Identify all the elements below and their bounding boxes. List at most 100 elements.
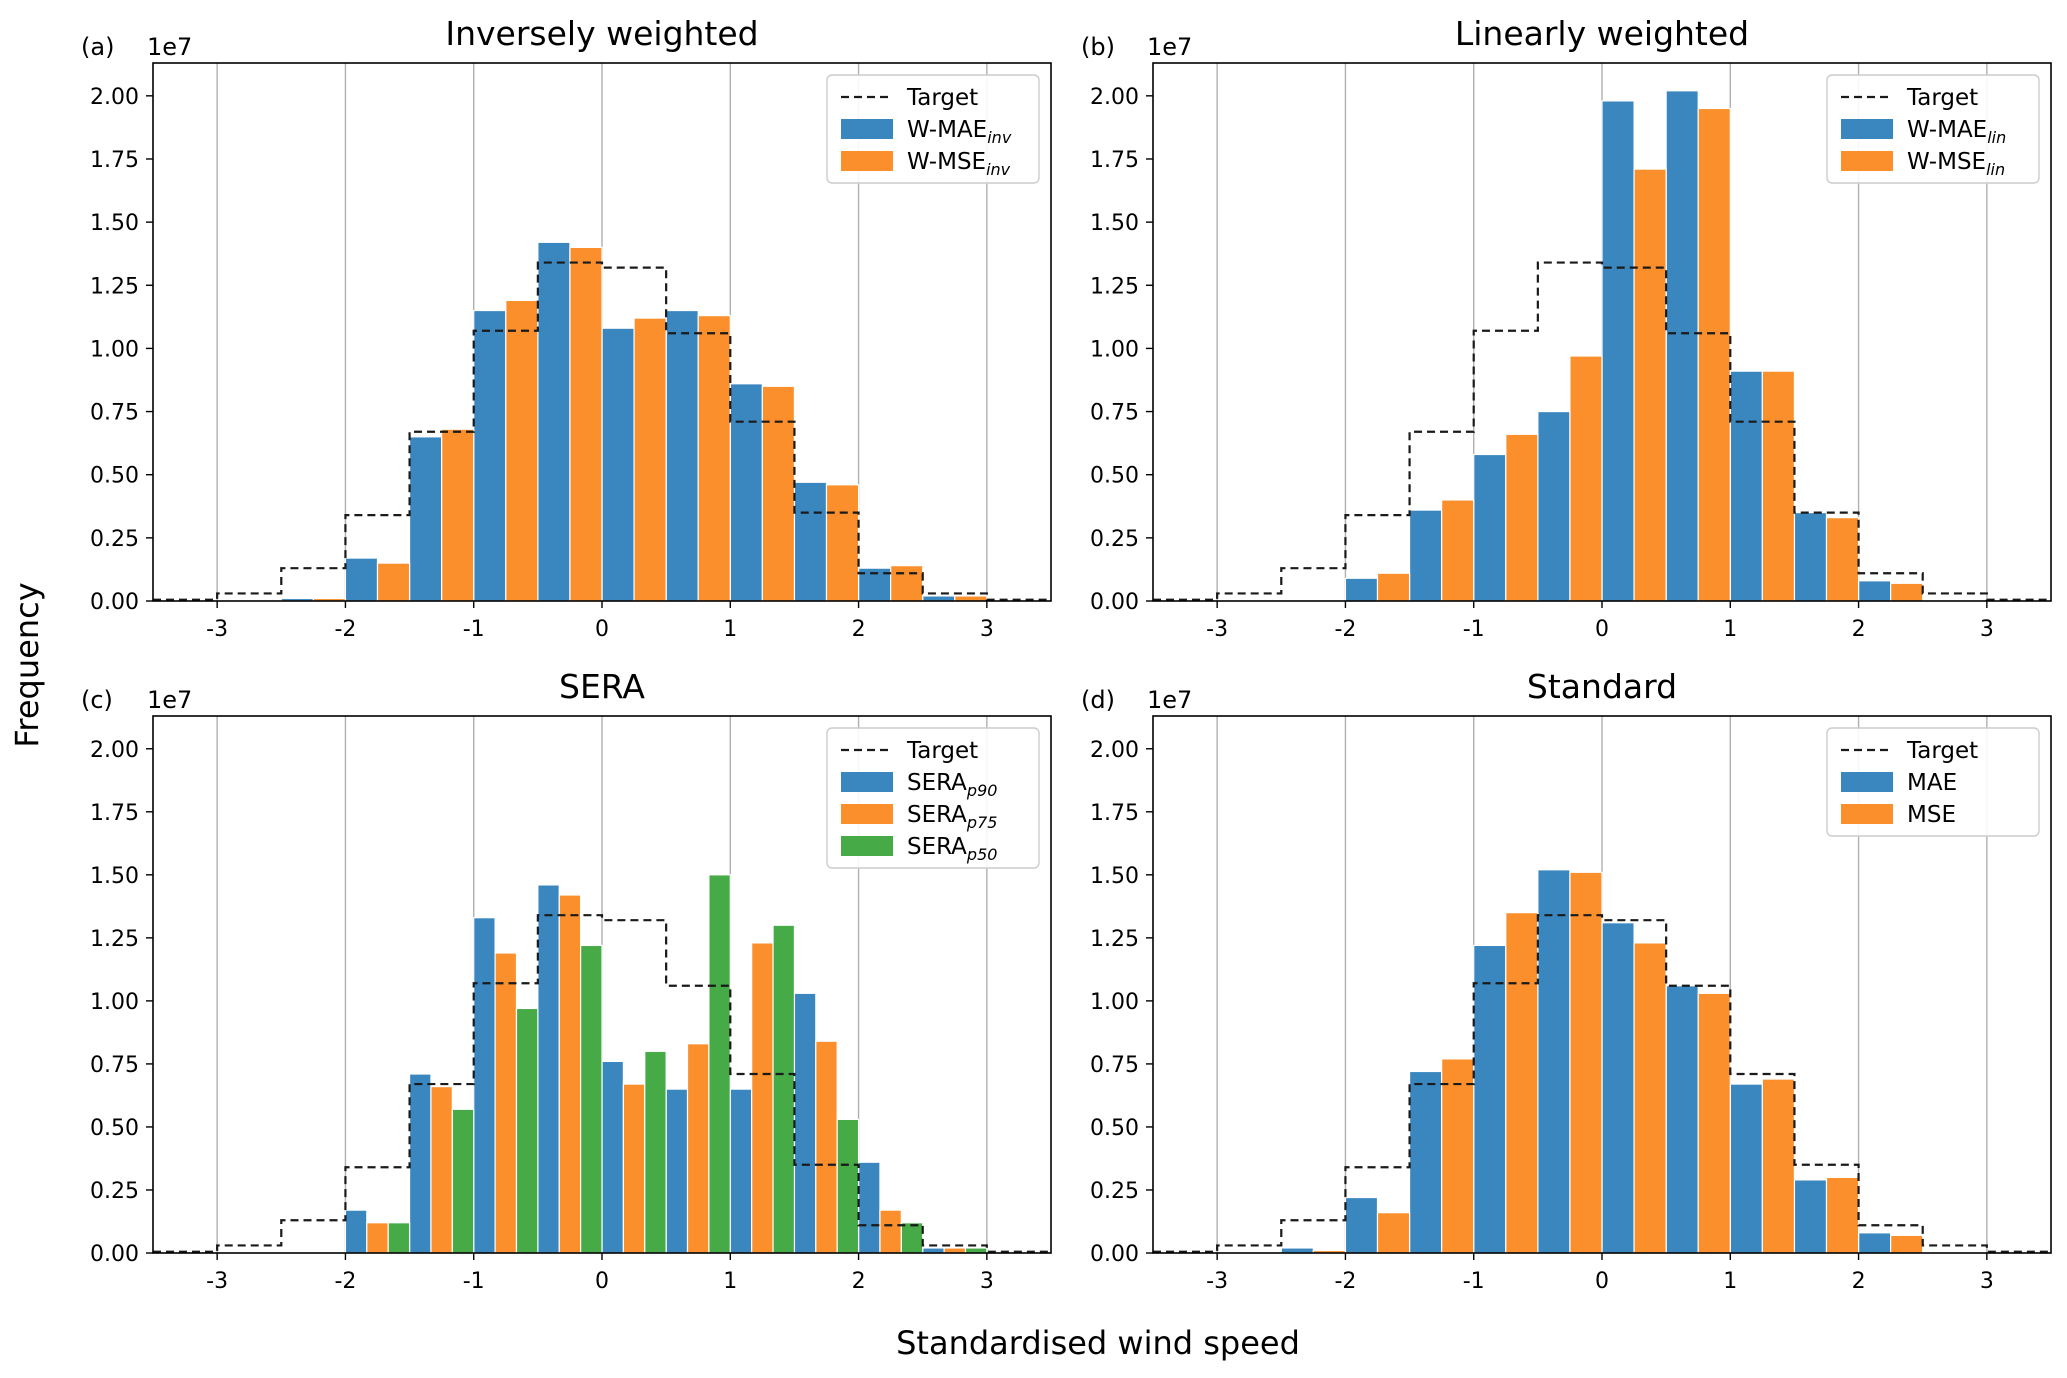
bar-mae-9 bbox=[1729, 1083, 1763, 1254]
bar-mae-4 bbox=[1408, 1070, 1443, 1254]
bar-sera-p90-6 bbox=[537, 884, 560, 1254]
panels: -3 -2 -1 0 1 2 3 0.00 0.25 0.50 0.75 1.00 1.25 1.50 1.… bbox=[81, 14, 2052, 1294]
chart-title: Inversely weighted bbox=[445, 14, 758, 53]
y-tick-label: 0.50 bbox=[1090, 464, 1139, 489]
bar-mae-8 bbox=[1665, 985, 1699, 1254]
x-tick-label: 1 bbox=[723, 617, 737, 642]
bar-w-mae-inv-6 bbox=[537, 241, 571, 602]
y-tick-label: 0.50 bbox=[90, 464, 139, 489]
bar-w-mse-inv-6 bbox=[569, 246, 603, 602]
bar-w-mse-inv-3 bbox=[376, 562, 411, 602]
legend-series-label: MAE bbox=[1907, 770, 1957, 796]
bar-sera-p75-6 bbox=[558, 894, 582, 1254]
bar-mse-11 bbox=[1890, 1234, 1924, 1254]
bar-w-mse-inv-10 bbox=[825, 484, 860, 602]
bar-mae-11 bbox=[1857, 1232, 1892, 1254]
bar-w-mae-inv-10 bbox=[793, 481, 828, 602]
bar-sera-p75-11 bbox=[879, 1209, 902, 1254]
bar-w-mae-lin-4 bbox=[1408, 509, 1443, 602]
figure-ylabel: Frequency bbox=[8, 582, 46, 747]
bar-w-mse-lin-7 bbox=[1633, 168, 1667, 602]
bar-mse-5 bbox=[1505, 912, 1539, 1254]
y-multiplier: 1e7 bbox=[1147, 33, 1192, 61]
target-step-line bbox=[153, 914, 1051, 1253]
legend-swatch-orange bbox=[841, 151, 893, 171]
y-multiplier: 1e7 bbox=[147, 33, 192, 61]
bar-w-mae-inv-3 bbox=[344, 557, 379, 602]
bar-mse-10 bbox=[1825, 1176, 1860, 1254]
bar-sera-p50-5 bbox=[515, 1007, 539, 1254]
panel-label: (b) bbox=[1081, 33, 1115, 61]
legend-swatch-orange bbox=[1841, 804, 1893, 824]
x-tick-label: 3 bbox=[1980, 617, 1994, 642]
y-tick-label: 0.75 bbox=[90, 401, 139, 426]
y-tick-label: 1.00 bbox=[90, 337, 139, 362]
x-tick-label: -1 bbox=[463, 617, 485, 642]
chart-panel-4: -3 -2 -1 0 1 2 3 0.00 0.25 0.50 0.75 1.00 1.25 1.50 1.… bbox=[1081, 667, 2052, 1294]
x-tick-label: -1 bbox=[1463, 617, 1485, 642]
bar-sera-p75-8 bbox=[686, 1043, 710, 1254]
chart-title: SERA bbox=[559, 667, 645, 706]
bar-sera-p90-11 bbox=[857, 1161, 881, 1254]
bar-sera-p50-6 bbox=[580, 944, 603, 1254]
x-tick-label: -3 bbox=[1206, 617, 1228, 642]
figure-xlabel: Standardised wind speed bbox=[896, 1324, 1300, 1362]
legend-swatch-green bbox=[841, 836, 893, 856]
x-tick-label: -3 bbox=[206, 617, 228, 642]
legend-swatch-blue bbox=[841, 772, 893, 792]
y-tick-label: 1.25 bbox=[90, 927, 139, 952]
x-tick-label: -2 bbox=[334, 617, 356, 642]
bar-w-mse-lin-5 bbox=[1505, 433, 1539, 602]
bar-sera-p75-10 bbox=[815, 1040, 838, 1254]
legend-swatch-orange bbox=[1841, 151, 1893, 171]
x-tick-label: -1 bbox=[1463, 1269, 1485, 1294]
legend-swatch-blue bbox=[1841, 772, 1893, 792]
bar-w-mae-lin-5 bbox=[1473, 453, 1507, 602]
legend-target-label: Target bbox=[1906, 85, 1978, 111]
legend-target-label: Target bbox=[906, 85, 978, 111]
bar-sera-p50-3 bbox=[387, 1222, 411, 1254]
bar-w-mae-lin-10 bbox=[1793, 511, 1828, 602]
y-tick-label: 0.25 bbox=[90, 527, 139, 552]
bar-sera-p75-9 bbox=[751, 942, 774, 1254]
x-tick-label: -2 bbox=[1334, 1269, 1356, 1294]
legend-series-label: MSE bbox=[1907, 802, 1956, 828]
legend-swatch-orange bbox=[841, 804, 893, 824]
bar-w-mse-inv-4 bbox=[441, 428, 475, 602]
chart-title: Linearly weighted bbox=[1455, 14, 1749, 53]
legend-series-label: W-MAEinv bbox=[907, 117, 1012, 147]
bar-mse-6 bbox=[1569, 871, 1603, 1254]
bar-sera-p90-5 bbox=[473, 917, 496, 1254]
bar-mse-9 bbox=[1761, 1078, 1796, 1254]
legend-box bbox=[826, 727, 1040, 869]
x-tick-label: 1 bbox=[723, 1269, 737, 1294]
x-tick-label: 0 bbox=[595, 1269, 609, 1294]
bar-sera-p90-8 bbox=[665, 1088, 689, 1254]
bar-w-mae-lin-8 bbox=[1665, 90, 1699, 602]
y-tick-label: 0.75 bbox=[1090, 1053, 1139, 1078]
bar-w-mae-lin-3 bbox=[1344, 577, 1379, 602]
bar-w-mse-lin-4 bbox=[1441, 499, 1475, 602]
y-tick-label: 1.75 bbox=[1090, 148, 1139, 173]
x-tick-label: -2 bbox=[334, 1269, 356, 1294]
bar-sera-p50-9 bbox=[772, 924, 796, 1254]
y-tick-label: 1.50 bbox=[90, 864, 139, 889]
target-step-line bbox=[1153, 261, 2051, 601]
y-tick-label: 1.75 bbox=[1090, 801, 1139, 826]
bar-sera-p50-11 bbox=[900, 1222, 924, 1254]
bar-mse-7 bbox=[1633, 942, 1667, 1254]
x-tick-label: -2 bbox=[1334, 617, 1356, 642]
y-tick-label: 1.00 bbox=[1090, 990, 1139, 1015]
bar-sera-p50-10 bbox=[836, 1118, 860, 1254]
bar-w-mae-inv-4 bbox=[408, 436, 443, 602]
bar-w-mse-lin-10 bbox=[1825, 517, 1860, 602]
bar-mse-4 bbox=[1441, 1058, 1475, 1254]
y-tick-label: 0.75 bbox=[90, 1053, 139, 1078]
target-step-line bbox=[1153, 914, 2051, 1253]
y-multiplier: 1e7 bbox=[1147, 686, 1192, 714]
x-tick-label: 2 bbox=[1852, 1269, 1866, 1294]
panel-label: (a) bbox=[81, 33, 114, 61]
bar-sera-p90-9 bbox=[729, 1088, 753, 1254]
